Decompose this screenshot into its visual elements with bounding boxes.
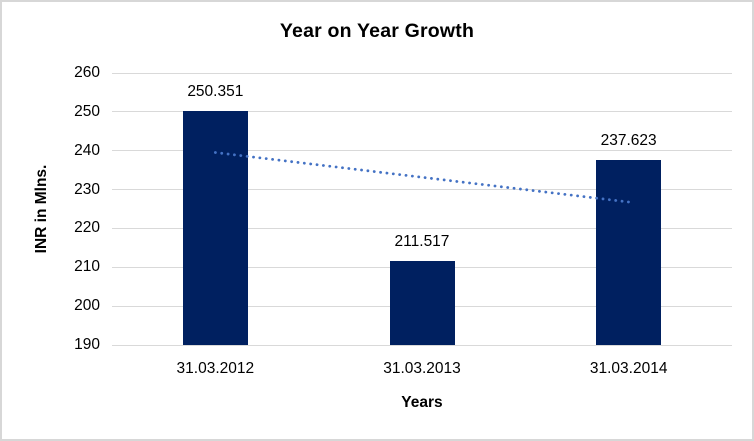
y-axis-tick-label: 210 [74,258,100,276]
data-label: 237.623 [600,131,657,149]
y-axis-tick-label: 190 [74,336,100,353]
chart-title: Year on Year Growth [279,20,475,42]
data-label: 211.517 [394,233,450,251]
y-axis-tick-label: 240 [74,141,100,159]
gridline [112,111,732,113]
bar [182,110,248,345]
y-axis-tick-label: 260 [74,64,100,81]
x-axis-tick-label: 31.03.2012 [176,360,255,377]
trendline-path [213,151,631,204]
y-axis-tick-label: 250 [74,102,100,120]
gridline [112,150,732,152]
x-axis-tick-label: 31.03.2013 [383,360,461,377]
trendline [213,151,631,204]
y-axis-tick-label: 200 [74,297,100,315]
bar [389,261,455,345]
y-axis-tick-label: 220 [74,219,100,237]
x-axis-title: Years [401,394,443,411]
gridline [112,344,732,346]
bar [596,159,662,345]
gridline [112,189,732,191]
plot-area: 250.351 211.517 237.623 [112,72,732,346]
gridline [112,227,732,229]
y-axis-title: INR in Mlns. [33,164,50,254]
gridline [112,72,732,74]
data-label: 250.351 [187,82,244,100]
x-axis-tick-label: 31.03.2014 [589,360,668,377]
y-axis-tick-label: 230 [74,180,100,198]
